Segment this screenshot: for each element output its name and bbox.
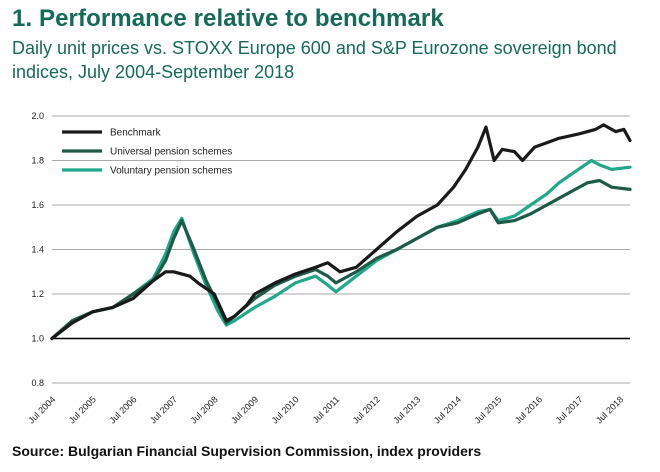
- x-tick-label: Jul 2011: [311, 394, 342, 425]
- x-tick-label: Jul 2012: [351, 394, 382, 425]
- source-note: Source: Bulgarian Financial Supervision …: [12, 443, 482, 459]
- x-tick-label: Jul 2018: [594, 394, 625, 425]
- x-tick-label: Jul 2009: [229, 394, 260, 425]
- x-tick-label: Jul 2004: [26, 394, 57, 425]
- x-tick-label: Jul 2015: [472, 394, 503, 425]
- y-tick-label: 1.8: [31, 156, 44, 166]
- y-tick-label: 1.0: [31, 334, 44, 344]
- legend-label: Universal pension schemes: [110, 147, 232, 158]
- y-tick-label: 1.2: [31, 289, 44, 299]
- series-lines: [50, 123, 632, 341]
- x-axis-tick-labels: Jul 2004 Jul 2005 Jul 2006 Jul 2007 Jul 2008…: [26, 394, 625, 425]
- y-tick-label: 1.4: [31, 245, 44, 255]
- x-tick-label: Jul 2008: [189, 394, 220, 425]
- legend-label: Benchmark: [110, 128, 162, 139]
- line-chart: 2.01.81.61.41.21.00.8 Jul 2004 Jul 2005 Ju…: [26, 111, 632, 425]
- benchmark-line: [50, 123, 632, 341]
- x-tick-label: Jul 2010: [270, 394, 301, 425]
- x-tick-label: Jul 2007: [148, 394, 179, 425]
- y-axis-tick-labels: 2.0 1.8 1.6 1.4 1.2 1.0 0.8: [31, 111, 44, 388]
- x-tick-label: Jul 2005: [67, 394, 98, 425]
- x-tick-label: Jul 2006: [107, 394, 138, 425]
- x-tick-label: Jul 2014: [432, 394, 463, 425]
- x-tick-label: Jul 2017: [554, 394, 585, 425]
- grid-lines: [52, 115, 630, 384]
- legend-label: Voluntary pension schemes: [110, 166, 232, 177]
- legend: Benchmark Universal pension schemes Volunt…: [62, 128, 232, 177]
- y-tick-label: 1.6: [31, 200, 44, 210]
- x-tick-label: Jul 2016: [513, 394, 544, 425]
- x-tick-label: Jul 2013: [391, 394, 422, 425]
- chart-title: 1. Performance relative to benchmark: [12, 5, 444, 32]
- y-tick-label: 2.0: [31, 111, 44, 121]
- voluntary-pension-line: [50, 158, 632, 341]
- chart-subtitle: Daily unit prices vs. STOXX Europe 600 a…: [12, 38, 617, 82]
- y-tick-label: 0.8: [31, 378, 44, 388]
- universal-pension-line: [50, 178, 632, 341]
